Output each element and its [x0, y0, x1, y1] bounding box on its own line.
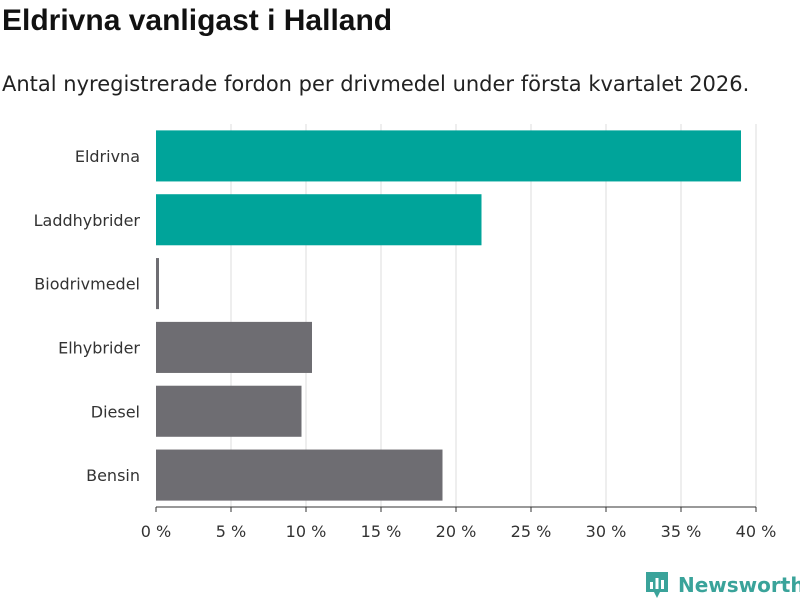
category-label: Laddhybrider [34, 211, 141, 230]
category-label: Eldrivna [75, 147, 140, 166]
bar-biodrivmedel [156, 258, 159, 310]
x-tick-label: 30 % [586, 522, 627, 541]
x-tick-label: 5 % [216, 522, 246, 541]
bar-chart-logo-icon [646, 572, 668, 598]
x-tick-label: 40 % [736, 522, 777, 541]
newsworthy-logo[interactable]: Newsworthy [644, 570, 800, 600]
x-tick-label: 35 % [661, 522, 702, 541]
bar-elhybrider [156, 321, 312, 373]
x-tick-label: 10 % [286, 522, 327, 541]
chart-title: Eldrivna vanligast i Halland [2, 4, 393, 37]
category-label: Elhybrider [58, 338, 140, 357]
bar-diesel [156, 385, 302, 437]
bar-laddhybrider [156, 194, 482, 246]
x-tick-label: 20 % [436, 522, 477, 541]
category-label: Biodrivmedel [34, 275, 140, 294]
category-label: Bensin [86, 466, 140, 485]
brand-name: Newsworthy [678, 573, 800, 597]
category-label: Diesel [91, 402, 140, 421]
bar-eldrivna [156, 130, 741, 182]
x-tick-label: 0 % [141, 522, 171, 541]
x-tick-label: 15 % [361, 522, 402, 541]
x-tick-label: 25 % [511, 522, 552, 541]
chart-subtitle: Antal nyregistrerade fordon per drivmede… [2, 72, 750, 96]
bar-bensin [156, 449, 443, 501]
